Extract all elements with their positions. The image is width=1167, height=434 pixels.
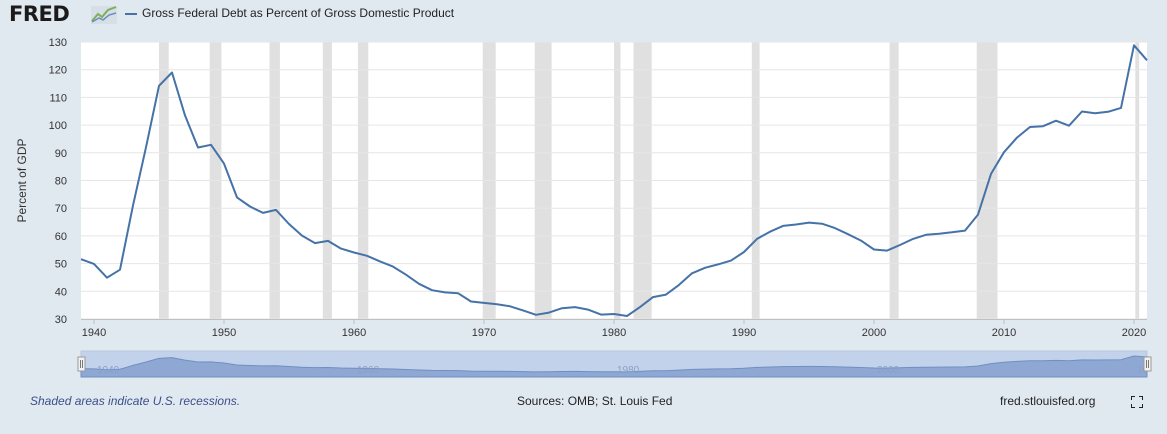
y-tick-label: 60 [55, 231, 67, 243]
sources-text: Sources: OMB; St. Louis Fed [517, 394, 673, 408]
y-tick-label: 130 [49, 37, 67, 49]
y-tick-label: 70 [55, 203, 67, 215]
chart-header: FRED Gross Federal Debt as Percent of Gr… [0, 0, 1167, 30]
navigator-label: 1980 [617, 365, 640, 376]
x-tick-label: 1980 [602, 327, 626, 339]
recession-note: Shaded areas indicate U.S. recessions. [30, 394, 241, 408]
x-tick-label: 1940 [82, 327, 106, 339]
logo-chart-icon [91, 6, 117, 24]
y-tick-label: 100 [49, 120, 67, 132]
x-tick-label: 1950 [212, 327, 236, 339]
fred-logo[interactable]: FRED [9, 2, 70, 26]
navigator-label: 1960 [357, 365, 380, 376]
x-tick-label: 1990 [732, 327, 756, 339]
y-tick-label: 120 [49, 65, 67, 77]
y-tick-label: 30 [55, 314, 67, 326]
x-tick-label: 2020 [1122, 327, 1146, 339]
y-axis-label: Percent of GDP [15, 138, 29, 222]
navigator-area [80, 355, 1148, 378]
x-tick-label: 1960 [342, 327, 366, 339]
expand-corners-icon[interactable] [1131, 396, 1143, 408]
chart-area[interactable]: 30 40 50 60 70 80 90 100 110 120 130 1940 1950 1960 19… [0, 30, 1167, 380]
y-tick-label: 50 [55, 259, 67, 271]
navigator-handle-left[interactable] [77, 356, 86, 372]
series-line [80, 44, 1148, 317]
legend-series-swatch [125, 13, 137, 15]
navigator-label: 2000 [877, 365, 900, 376]
y-tick-label: 80 [55, 176, 67, 188]
site-url[interactable]: fred.stlouisfed.org [1000, 394, 1096, 408]
y-tick-label: 90 [55, 148, 67, 160]
x-tick-label: 2000 [862, 327, 886, 339]
y-tick-label: 110 [49, 92, 67, 104]
navigator-label: 20 [1137, 365, 1149, 376]
x-tick-label: 1970 [472, 327, 496, 339]
x-tick-label: 2010 [992, 327, 1016, 339]
navigator-handle-right[interactable] [1143, 356, 1152, 372]
navigator-label: 1940 [97, 365, 120, 376]
legend-series-label[interactable]: Gross Federal Debt as Percent of Gross D… [142, 6, 455, 20]
y-tick-label: 40 [55, 286, 67, 298]
